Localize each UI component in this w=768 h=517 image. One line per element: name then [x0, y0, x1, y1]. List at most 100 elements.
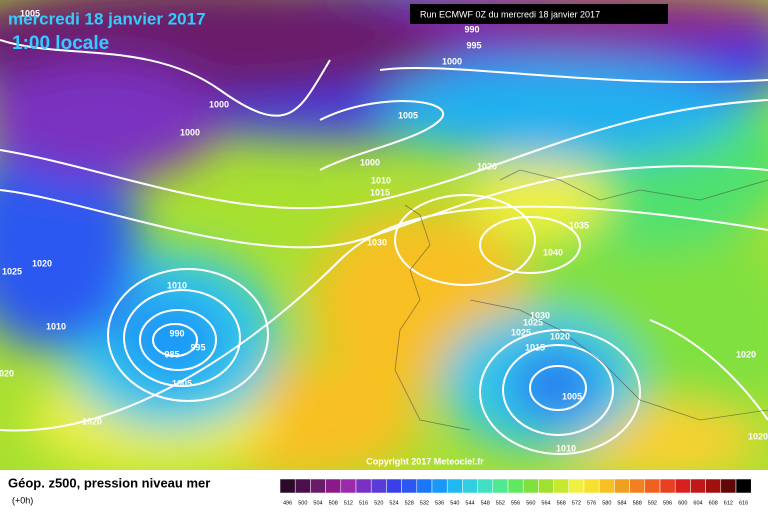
- isobar-label: 1010: [167, 280, 187, 290]
- legend-tick-label: 548: [481, 500, 490, 506]
- isobar-label: 1030: [367, 237, 387, 247]
- legend-swatch: [462, 478, 478, 494]
- legend-swatch: [507, 478, 524, 494]
- legend-tick-label: 612: [724, 500, 733, 506]
- legend-swatch: [325, 478, 342, 494]
- isobar-label: 1000: [209, 99, 229, 109]
- legend-tick-label: 540: [450, 500, 459, 506]
- isobar-label: 1000: [180, 127, 200, 137]
- legend-swatch: [431, 478, 448, 494]
- legend-tick-label: 520: [374, 500, 383, 506]
- legend-tick-label: 564: [541, 500, 550, 506]
- legend-tick-label: 560: [526, 500, 535, 506]
- isobar-label: 1000: [442, 56, 462, 66]
- map-subtitle: 1:00 locale: [12, 33, 109, 54]
- run-label: Run ECMWF 0Z du mercredi 18 janvier 2017: [420, 9, 600, 19]
- legend-tick-label: 576: [587, 500, 596, 506]
- isobar-label: 1020: [748, 431, 768, 441]
- legend-tick-label: 616: [739, 500, 748, 506]
- isobar-label: 995: [190, 342, 205, 352]
- isobar-label: 990: [464, 24, 479, 34]
- legend-tick-label: 584: [617, 500, 626, 506]
- legend-tick-label: 532: [420, 500, 429, 506]
- isobar-label: 1025: [2, 266, 22, 276]
- isobar-label: 1015: [370, 187, 390, 197]
- isobar-label: 1010: [46, 321, 66, 331]
- isobar-label: 1000: [360, 157, 380, 167]
- isobar-label: 1005: [20, 8, 40, 18]
- legend-swatch: [294, 478, 311, 494]
- legend-swatch: [522, 478, 539, 494]
- isobar-label: 1040: [543, 247, 563, 257]
- legend-swatch: [598, 478, 615, 494]
- legend-swatch: [416, 478, 433, 494]
- footer-title: Géop. z500, pression niveau mer: [8, 475, 210, 490]
- isobar-label: 1005: [398, 110, 418, 120]
- isobar-label: 1005: [562, 391, 582, 401]
- legend-tick-label: 508: [329, 500, 338, 506]
- legend-tick-label: 572: [572, 500, 581, 506]
- isobar-label: 1025: [523, 317, 543, 327]
- legend-swatch: [538, 478, 554, 494]
- legend-tick-label: 552: [496, 500, 505, 506]
- legend-tick-label: 536: [435, 500, 444, 506]
- legend-tick-label: 580: [602, 500, 611, 506]
- legend-swatch: [401, 478, 418, 494]
- isobar-label: 1015: [525, 342, 545, 352]
- legend-tick-label: 604: [693, 500, 702, 506]
- legend-tick-label: 556: [511, 500, 520, 506]
- isobar-label: 1020: [32, 258, 52, 268]
- isobar-label: 1035: [569, 220, 589, 230]
- isobar-label: 1020: [82, 416, 102, 426]
- legend-swatch: [644, 478, 661, 494]
- isobar-label: 1020: [550, 331, 570, 341]
- legend-tick-label: 516: [359, 500, 368, 506]
- legend-tick-label: 544: [465, 500, 474, 506]
- legend-swatch: [477, 478, 494, 494]
- legend-tick-label: 512: [344, 500, 353, 506]
- legend-swatch: [386, 478, 402, 494]
- legend-swatch: [735, 478, 752, 494]
- legend-swatch: [629, 478, 646, 494]
- legend-tick-label: 588: [633, 500, 642, 506]
- legend-tick-label: 500: [298, 500, 307, 506]
- legend-swatch: [705, 478, 722, 494]
- legend-tick-label: 600: [678, 500, 687, 506]
- legend-swatch: [370, 478, 387, 494]
- legend-swatch: [674, 478, 691, 494]
- legend-swatch: [492, 478, 509, 494]
- legend-tick-label: 524: [389, 500, 398, 506]
- legend-swatch: [659, 478, 676, 494]
- legend-swatch: [355, 478, 372, 494]
- legend-tick-label: 596: [663, 500, 672, 506]
- legend-tick-label: 568: [557, 500, 566, 506]
- legend-swatch: [553, 478, 570, 494]
- isobar-label: 1025: [511, 327, 531, 337]
- legend-swatch: [340, 478, 357, 494]
- isobar-label: 1010: [556, 443, 576, 453]
- legend-tick-label: 528: [405, 500, 414, 506]
- isobar-label: 1020: [0, 368, 14, 378]
- legend-tick-label: 592: [648, 500, 657, 506]
- map-title: mercredi 18 janvier 2017: [8, 9, 206, 28]
- field: [0, 0, 768, 470]
- legend-swatch: [720, 478, 737, 494]
- isobar-label: 1030: [530, 310, 550, 320]
- isobar-label: 1020: [736, 349, 756, 359]
- legend-swatch: [583, 478, 600, 494]
- isobar-label: 995: [466, 40, 481, 50]
- legend-swatch: [446, 478, 463, 494]
- footer-step: (+0h): [12, 495, 33, 505]
- legend-swatch: [568, 478, 585, 494]
- isobar-label: 990: [169, 328, 184, 338]
- legend-tick-label: 504: [313, 500, 322, 506]
- run-box: [410, 4, 668, 24]
- legend-swatch: [690, 478, 706, 494]
- copyright: Copyright 2017 Meteociel.fr: [366, 456, 484, 466]
- isobar-label: 1005: [172, 378, 192, 388]
- legend-tick-label: 496: [283, 500, 292, 506]
- isobar-label: 1010: [371, 175, 391, 185]
- legend-swatch: [310, 478, 326, 494]
